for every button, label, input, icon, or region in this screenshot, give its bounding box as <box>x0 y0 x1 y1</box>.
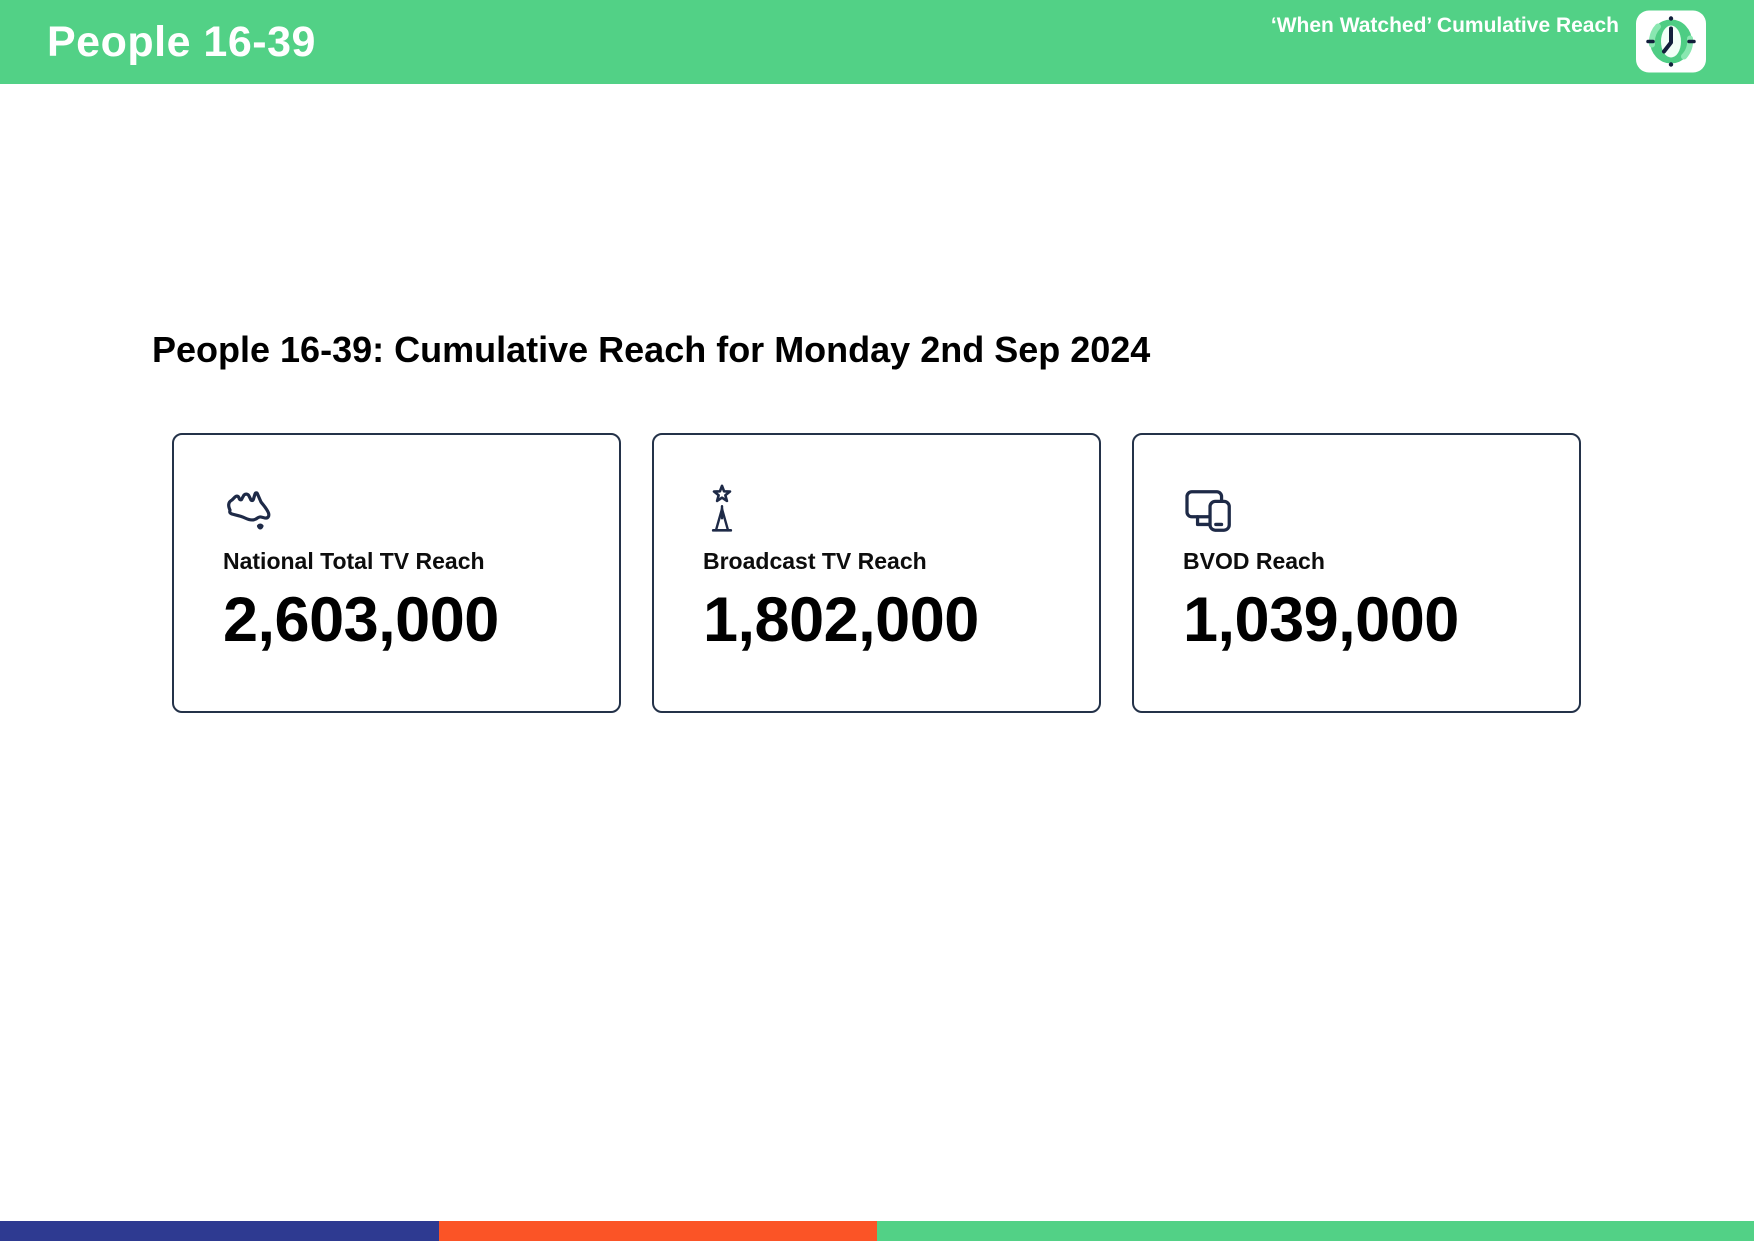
card-broadcast-tv-reach: Broadcast TV Reach 1,802,000 <box>652 433 1101 713</box>
devices-icon <box>1183 487 1579 535</box>
card-label: Broadcast TV Reach <box>703 548 927 574</box>
header-bar: People 16-39 ‘When Watched’ Cumulative R… <box>0 0 1754 84</box>
card-bvod-reach: BVOD Reach 1,039,000 <box>1132 433 1581 713</box>
footer-segment-green <box>877 1221 1754 1241</box>
australia-map-icon <box>223 487 619 535</box>
card-value: 2,603,000 <box>223 585 499 655</box>
footer-color-bar <box>0 1221 1754 1241</box>
header-right-group: ‘When Watched’ Cumulative Reach <box>1271 0 1706 73</box>
card-national-total-tv-reach: National Total TV Reach 2,603,000 <box>172 433 621 713</box>
card-label: National Total TV Reach <box>223 548 485 574</box>
card-label: BVOD Reach <box>1183 548 1325 574</box>
kpi-card-row: National Total TV Reach 2,603,000 Broadc… <box>172 433 1581 713</box>
clock-icon <box>1636 10 1706 73</box>
report-heading: People 16-39: Cumulative Reach for Monda… <box>152 329 1151 370</box>
card-value: 1,802,000 <box>703 585 979 655</box>
broadcast-tower-icon <box>703 484 1099 535</box>
card-value: 1,039,000 <box>1183 585 1459 655</box>
footer-segment-blue <box>0 1221 439 1241</box>
footer-segment-orange <box>438 1221 877 1241</box>
page-title: People 16-39 <box>47 17 316 66</box>
header-subtitle: ‘When Watched’ Cumulative Reach <box>1270 14 1619 37</box>
